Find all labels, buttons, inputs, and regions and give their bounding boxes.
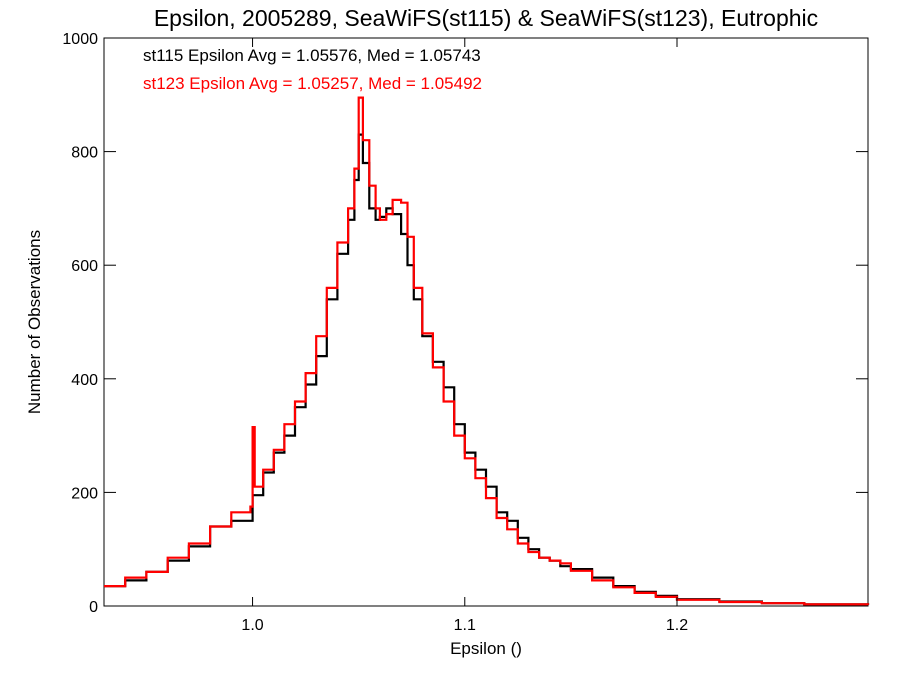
y-axis-title: Number of Observations	[25, 230, 44, 414]
y-tick-label: 800	[71, 145, 98, 162]
y-tick-label: 600	[71, 258, 98, 275]
series-line-1	[104, 96, 870, 606]
y-tick-label: 1000	[62, 31, 98, 48]
axes-layer: 1.0 1.1 1.2 0 200 400 600 800 1000	[62, 31, 868, 634]
plot-frame	[103, 37, 869, 607]
series-line-0	[104, 133, 870, 606]
y-tick-label: 400	[71, 372, 98, 389]
legend-annotation-0: st115 Epsilon Avg = 1.05576, Med = 1.057…	[143, 46, 481, 65]
y-tick-label: 0	[89, 599, 98, 616]
x-tick-label: 1.1	[454, 617, 476, 634]
legend: st115 Epsilon Avg = 1.05576, Med = 1.057…	[143, 46, 482, 93]
x-tick-label: 1.0	[241, 617, 263, 634]
x-axis-title: Epsilon ()	[450, 639, 522, 658]
series-layer	[104, 96, 870, 606]
x-tick-label: 1.2	[666, 617, 688, 634]
chart-title: Epsilon, 2005289, SeaWiFS(st115) & SeaWi…	[154, 5, 818, 31]
y-tick-label: 200	[71, 485, 98, 502]
legend-annotation-1: st123 Epsilon Avg = 1.05257, Med = 1.054…	[143, 74, 482, 93]
